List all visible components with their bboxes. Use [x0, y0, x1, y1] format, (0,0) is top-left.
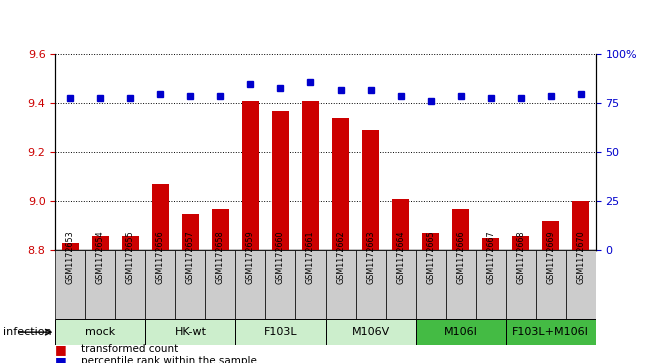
- Bar: [206, 250, 236, 319]
- Text: M106I: M106I: [443, 327, 478, 337]
- Text: GSM1172669: GSM1172669: [546, 230, 555, 284]
- Bar: [542, 221, 559, 250]
- Bar: [566, 250, 596, 319]
- Text: GSM1172667: GSM1172667: [486, 230, 495, 284]
- Text: F103L+M106I: F103L+M106I: [512, 327, 589, 337]
- Bar: [393, 199, 409, 250]
- Bar: [266, 250, 296, 319]
- Bar: [422, 233, 439, 250]
- Text: GSM1172656: GSM1172656: [156, 230, 165, 284]
- Bar: [212, 209, 229, 250]
- Bar: [415, 250, 445, 319]
- Text: percentile rank within the sample: percentile rank within the sample: [81, 356, 257, 363]
- Text: mock: mock: [85, 327, 115, 337]
- Text: GSM1172655: GSM1172655: [126, 230, 135, 284]
- Bar: [506, 250, 536, 319]
- Bar: [242, 101, 258, 250]
- Text: GSM1172662: GSM1172662: [336, 230, 345, 284]
- Text: ■: ■: [55, 343, 67, 356]
- Bar: [92, 236, 109, 250]
- Text: M106V: M106V: [352, 327, 390, 337]
- Bar: [122, 236, 139, 250]
- Text: GSM1172664: GSM1172664: [396, 230, 405, 284]
- Bar: [115, 250, 145, 319]
- Bar: [55, 250, 85, 319]
- Bar: [332, 118, 349, 250]
- Bar: [362, 130, 379, 250]
- Text: F103L: F103L: [264, 327, 298, 337]
- Text: GSM1172661: GSM1172661: [306, 230, 315, 284]
- Bar: [572, 201, 589, 250]
- Bar: [415, 319, 506, 345]
- Bar: [145, 250, 175, 319]
- Text: GSM1172654: GSM1172654: [96, 230, 105, 284]
- Text: GSM1172658: GSM1172658: [216, 230, 225, 284]
- Bar: [145, 319, 236, 345]
- Bar: [482, 238, 499, 250]
- Bar: [85, 250, 115, 319]
- Bar: [512, 236, 529, 250]
- Bar: [326, 250, 355, 319]
- Text: GSM1172670: GSM1172670: [576, 230, 585, 284]
- Bar: [152, 184, 169, 250]
- Bar: [385, 250, 415, 319]
- Text: GSM1172653: GSM1172653: [66, 230, 75, 284]
- Text: GSM1172663: GSM1172663: [366, 230, 375, 284]
- Text: GSM1172659: GSM1172659: [246, 230, 255, 284]
- Bar: [476, 250, 506, 319]
- Bar: [355, 250, 385, 319]
- Text: infection: infection: [3, 327, 52, 337]
- Bar: [296, 250, 326, 319]
- Text: GSM1172666: GSM1172666: [456, 230, 465, 284]
- Bar: [175, 250, 206, 319]
- Text: GSM1172657: GSM1172657: [186, 230, 195, 284]
- Bar: [452, 209, 469, 250]
- Text: GSM1172665: GSM1172665: [426, 230, 435, 284]
- Bar: [302, 101, 319, 250]
- Bar: [326, 319, 415, 345]
- Bar: [272, 111, 289, 250]
- Text: GSM1172660: GSM1172660: [276, 230, 285, 284]
- Bar: [62, 243, 79, 250]
- Text: HK-wt: HK-wt: [174, 327, 206, 337]
- Bar: [536, 250, 566, 319]
- Bar: [182, 214, 199, 250]
- Text: transformed count: transformed count: [81, 344, 178, 354]
- Text: ■: ■: [55, 355, 67, 363]
- Bar: [445, 250, 476, 319]
- Bar: [236, 319, 326, 345]
- Bar: [55, 319, 145, 345]
- Bar: [506, 319, 596, 345]
- Bar: [236, 250, 266, 319]
- Text: GSM1172668: GSM1172668: [516, 230, 525, 284]
